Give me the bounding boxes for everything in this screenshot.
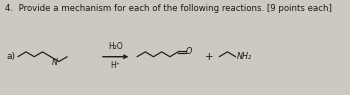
Text: 4.  Provide a mechanism for each of the following reactions. [9 points each]: 4. Provide a mechanism for each of the f… <box>6 4 332 13</box>
Text: a): a) <box>6 52 15 61</box>
Text: H₂O: H₂O <box>108 42 123 51</box>
Text: N: N <box>51 58 57 67</box>
Text: H⁺: H⁺ <box>111 61 121 70</box>
Text: NH₂: NH₂ <box>237 52 252 61</box>
Text: O: O <box>186 47 192 56</box>
Text: +: + <box>205 52 214 62</box>
